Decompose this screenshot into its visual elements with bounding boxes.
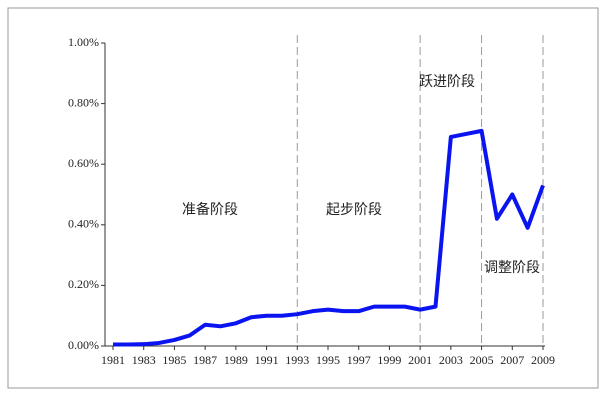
x-tick-label: 2003 <box>439 353 463 367</box>
x-tick-label: 2005 <box>470 353 494 367</box>
x-tick-label: 1987 <box>193 353 217 367</box>
y-tick-label: 1.00% <box>68 35 99 49</box>
phase-label: 起步阶段 <box>326 202 382 218</box>
x-tick-label: 1995 <box>316 353 340 367</box>
line-series <box>113 128 545 347</box>
x-tick-label: 2007 <box>500 353 524 367</box>
y-tick-label: 0.20% <box>68 277 99 291</box>
frame <box>7 7 599 389</box>
x-tick-label: 1991 <box>255 353 279 367</box>
x-tick-label: 1985 <box>162 353 186 367</box>
x-tick-label: 2009 <box>531 353 555 367</box>
x-tick-label: 2001 <box>408 353 432 367</box>
x-tick-label: 1981 <box>101 353 125 367</box>
y-tick-label: 0.40% <box>68 217 99 231</box>
y-tick-label: 0.80% <box>68 95 99 109</box>
phase-label: 调整阶段 <box>484 260 540 276</box>
phase-label: 准备阶段 <box>182 201 238 218</box>
x-tick-label: 1983 <box>132 353 156 367</box>
x-tick-label: 1997 <box>347 353 371 367</box>
y-tick-label: 0.60% <box>68 156 99 170</box>
y-tick-label: 0.00% <box>68 338 99 352</box>
x-tick-label: 1989 <box>224 353 248 367</box>
x-tick-label: 1993 <box>285 353 309 367</box>
x-tick-label: 1999 <box>377 353 401 367</box>
phase-label: 跃进阶段 <box>419 74 475 90</box>
